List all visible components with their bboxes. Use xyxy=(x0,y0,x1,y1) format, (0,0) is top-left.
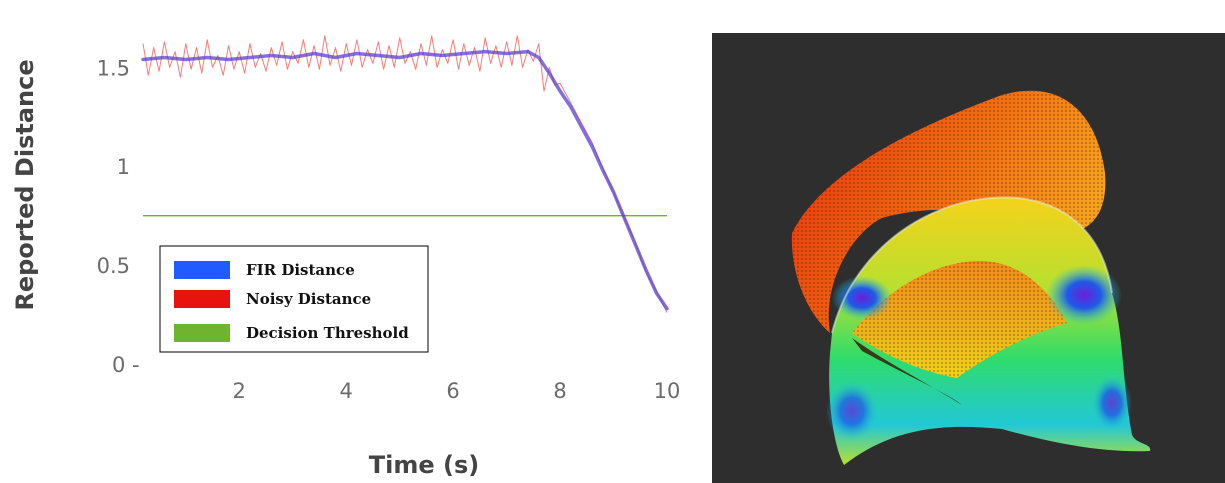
legend-swatch-fir xyxy=(174,261,230,279)
cyan-spot-left xyxy=(826,381,878,441)
y-ticks: 1.5 1 0.5 0 - xyxy=(97,56,140,377)
y-tick-label: 0.5 xyxy=(97,254,130,278)
cyan-spot-right xyxy=(1092,375,1132,431)
blue-spot-right xyxy=(1046,265,1122,325)
x-tick-label: 2 xyxy=(233,379,246,403)
x-tick-label: 8 xyxy=(553,379,566,403)
y-tick-label: 0 - xyxy=(112,353,140,377)
x-tick-label: 4 xyxy=(339,379,352,403)
legend-swatch-threshold xyxy=(174,324,230,342)
legend-label-fir: FIR Distance xyxy=(246,261,355,279)
series-layer xyxy=(141,35,669,313)
y-tick-label: 1 xyxy=(117,155,130,179)
legend-label-threshold: Decision Threshold xyxy=(246,324,409,342)
x-tick-label: 6 xyxy=(446,379,459,403)
series-line-fir-distance xyxy=(141,49,669,311)
point-cloud-image xyxy=(791,90,1151,465)
inner-shell-texture xyxy=(852,261,1067,378)
back-shell-texture xyxy=(791,90,1106,333)
blue-spot-left xyxy=(832,276,892,320)
x-ticks: 2 4 6 8 10 xyxy=(233,379,681,403)
distance-chart: 1.5 1 0.5 0 - 2 4 6 8 10 Reported Distance Time… xyxy=(11,35,681,479)
legend-swatch-noisy xyxy=(174,290,230,308)
legend-label-noisy: Noisy Distance xyxy=(246,290,371,308)
x-axis-title: Time (s) xyxy=(369,451,479,479)
y-tick-label: 1.5 xyxy=(97,56,130,80)
chart-legend: FIR Distance Noisy Distance Decision Thr… xyxy=(159,245,429,353)
front-shell-rim xyxy=(831,196,1113,334)
x-tick-label: 10 xyxy=(654,379,681,403)
point-cloud-render xyxy=(712,33,1225,483)
y-axis-title: Reported Distance xyxy=(11,59,39,310)
